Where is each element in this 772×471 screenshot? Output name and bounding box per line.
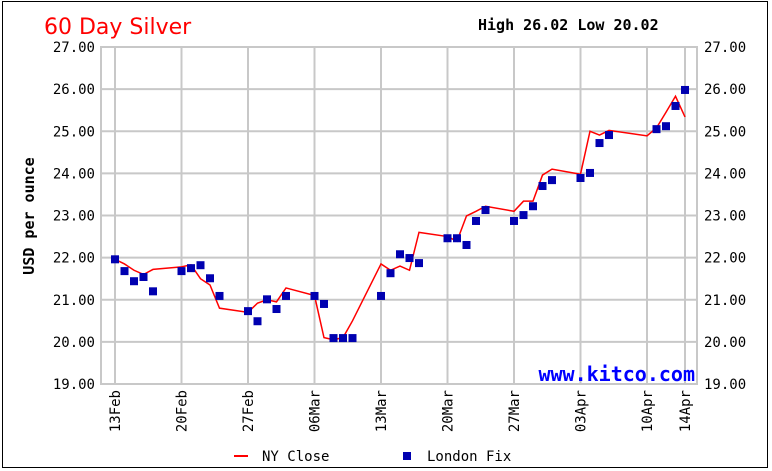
london-fix-point (149, 287, 157, 296)
legend: NY Close London Fix (234, 449, 511, 465)
legend-ny-close-label: NY Close (262, 449, 329, 465)
london-fix-point (462, 240, 471, 249)
y-axis-label: USD per ounce (20, 157, 38, 274)
london-fix-point (586, 168, 594, 177)
y-tick-label-right: 25.00 (704, 124, 746, 140)
london-fix-point (662, 122, 670, 131)
london-fix-point (206, 274, 214, 283)
london-fix-point (396, 250, 404, 259)
grid (100, 46, 698, 385)
london-fix-point (652, 125, 661, 134)
watermark: www.kitco.com (538, 362, 695, 386)
y-tick-label-right: 19.00 (704, 377, 746, 393)
low-label: Low (577, 16, 605, 34)
x-tick-label: 27Mar (507, 390, 523, 432)
london-fix-point (453, 234, 461, 243)
london-fix-point (377, 291, 385, 300)
y-tick-label-right: 26.00 (704, 82, 746, 98)
london-fix-point (310, 291, 319, 300)
x-tick-label: 27Feb (241, 390, 257, 432)
london-fix-point (576, 174, 585, 183)
london-fix-point (386, 269, 395, 278)
london-fix-point (177, 267, 186, 276)
london-fix-point (415, 259, 423, 268)
london-fix-point (510, 216, 518, 225)
london-fix-point (215, 291, 224, 300)
y-tick-label-right: 23.00 (704, 209, 746, 225)
y-tick-label-left: 22.00 (53, 251, 95, 267)
london-fix-point (472, 216, 480, 225)
london-fix-point (605, 131, 613, 140)
y-tick-label-right: 22.00 (704, 251, 746, 267)
london-fix-point (538, 182, 547, 191)
london-fix-point (681, 85, 689, 94)
legend-london-fix-label: London Fix (427, 449, 511, 465)
y-tick-label-left: 23.00 (53, 209, 95, 225)
x-tick-label: 20Feb (175, 390, 191, 432)
london-fix-point (120, 267, 129, 276)
london-fix-point (671, 101, 680, 110)
london-fix-point (529, 202, 537, 211)
x-ticks: 13Feb 20Feb 27Feb 06Mar 13Mar 20Mar 27Mar 03Apr… (108, 390, 694, 432)
legend-london-fix-swatch (403, 452, 411, 460)
y-tick-label-right: 21.00 (704, 293, 746, 309)
london-fix-point (519, 211, 528, 220)
ny-close-line (114, 94, 686, 341)
y-tick-label-right: 27.00 (704, 40, 746, 56)
london-fix-point (320, 299, 328, 308)
london-fix-point (405, 254, 414, 263)
london-fix-point (263, 295, 271, 304)
y-ticks: 19.00 19.00 20.00 20.00 21.00 21.00 22.00 22.00… (53, 40, 746, 393)
y-tick-label-right: 24.00 (704, 166, 746, 182)
x-tick-label: 13Feb (108, 390, 124, 432)
high-low-summary: High 26.02 Low 20.02 (478, 16, 659, 34)
x-tick-label: 13Mar (374, 390, 390, 432)
london-fix-point (548, 176, 556, 185)
london-fix-point (139, 273, 148, 282)
london-fix-point (244, 307, 252, 316)
x-tick-label: 14Apr (678, 390, 694, 432)
london-fix-point (282, 291, 290, 300)
london-fix-point (111, 255, 119, 264)
series-layer (111, 85, 689, 343)
y-tick-label-left: 19.00 (53, 377, 95, 393)
high-label: High (478, 16, 514, 34)
x-tick-label: 10Apr (640, 390, 656, 432)
y-tick-label-left: 24.00 (53, 166, 95, 182)
london-fix-point (348, 334, 357, 343)
london-fix-point (196, 261, 205, 270)
y-tick-label-left: 20.00 (53, 335, 95, 351)
london-fix-point (187, 264, 195, 273)
x-tick-label: 03Apr (574, 390, 590, 432)
y-tick-label-left: 21.00 (53, 293, 95, 309)
london-fix-point (253, 317, 262, 326)
x-tick-label: 20Mar (441, 390, 457, 432)
high-value: 26.02 (523, 16, 568, 34)
y-tick-label-left: 27.00 (53, 40, 95, 56)
london-fix-point (595, 139, 604, 148)
london-fix-point (443, 234, 452, 243)
y-tick-label-right: 20.00 (704, 335, 746, 351)
x-tick-label: 06Mar (308, 390, 324, 432)
y-tick-label-left: 26.00 (53, 82, 95, 98)
london-fix-point (272, 305, 281, 314)
london-fix-point (339, 334, 347, 343)
london-fix-point (481, 206, 490, 215)
y-tick-label-left: 25.00 (53, 124, 95, 140)
chart-title: 60 Day Silver (44, 15, 192, 40)
london-fix-point (329, 334, 338, 343)
low-value: 20.02 (613, 16, 658, 34)
london-fix-point (130, 277, 138, 286)
